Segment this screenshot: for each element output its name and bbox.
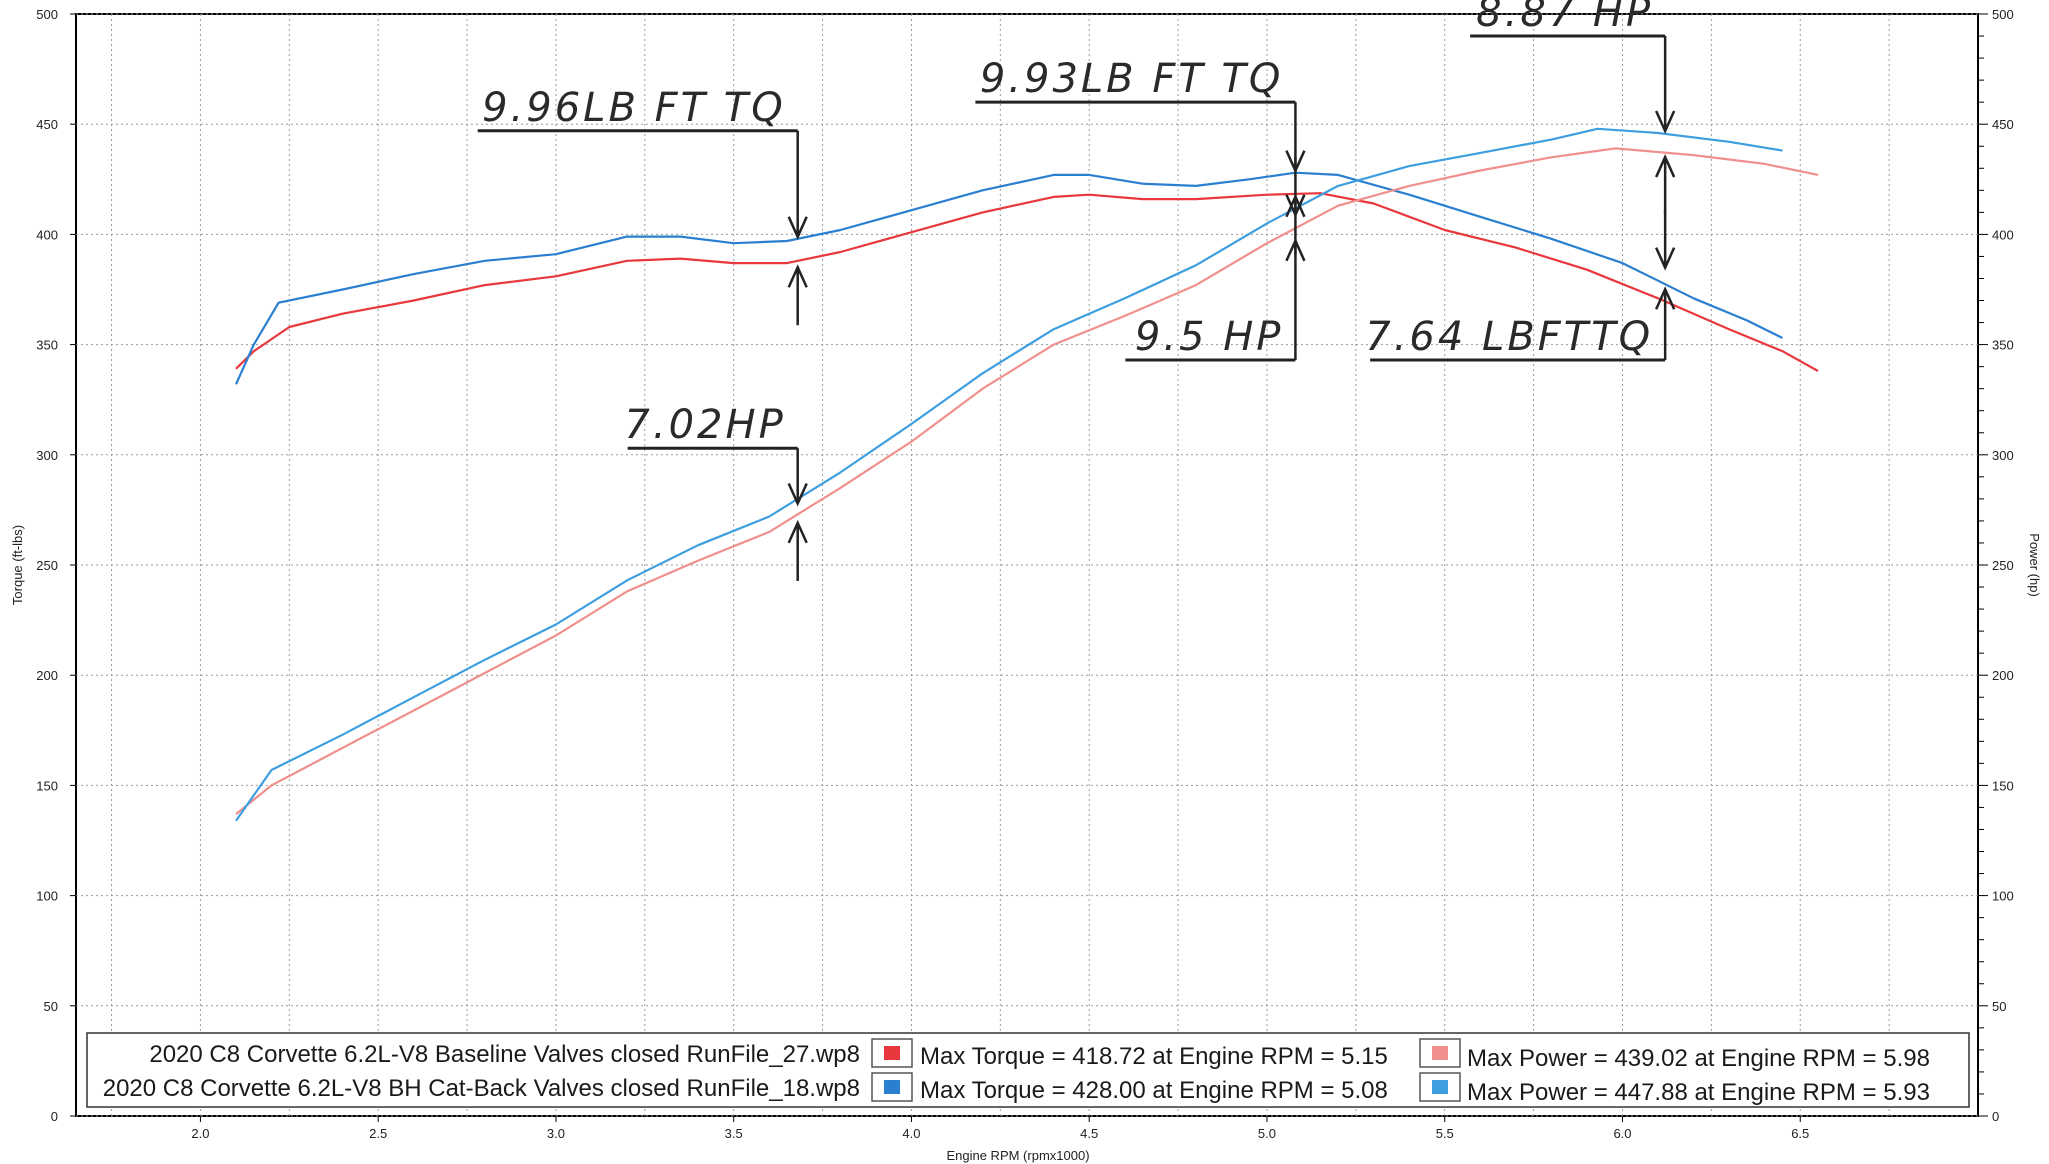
y-axis-left-label: Torque (ft-lbs): [10, 525, 25, 605]
y-axis-right-ticks: 0 50 100 150 200 250 300 350 400 450 500: [1978, 7, 2014, 1124]
y-axis-right-label: Power (hp): [2027, 533, 2042, 597]
legend-swatch-baseline-power-fill: [1432, 1046, 1448, 1060]
legend-max-power-bh: Max Power = 447.88 at Engine RPM = 5.93: [1467, 1079, 1930, 1106]
legend-swatch-bh-torque-fill: [884, 1080, 900, 1094]
annotation-arrow-up: [1655, 286, 1676, 310]
series-line-bh-cat-back-power: [235, 127, 1783, 822]
y-right-tick-label: 500: [1992, 7, 2014, 22]
y-left-tick-label: 100: [36, 889, 58, 904]
legend-max-torque-baseline: Max Torque = 418.72 at Engine RPM = 5.15: [920, 1043, 1388, 1070]
legend-swatch-bh-power-fill: [1432, 1080, 1448, 1094]
y-left-tick-label: 350: [36, 338, 58, 353]
y-left-tick-label: 300: [36, 448, 58, 463]
series-line-baseline-torque: [235, 192, 1819, 372]
legend-file-baseline: 2020 C8 Corvette 6.2L-V8 Baseline Valves…: [149, 1041, 860, 1068]
y-right-tick-label: 150: [1992, 778, 2014, 793]
annotation-text: 9.96LB FT TQ: [482, 85, 786, 131]
y-right-tick-label: 400: [1992, 227, 2014, 242]
y-left-tick-label: 150: [36, 778, 58, 793]
y-right-tick-label: 100: [1992, 889, 2014, 904]
y-left-tick-label: 0: [51, 1109, 58, 1124]
x-axis-ticks: 2.0 2.5 3.0 3.5 4.0 4.5 5.0 5.5 6.0 6.5: [191, 1116, 1809, 1141]
y-right-tick-label: 250: [1992, 558, 2014, 573]
series-line-baseline-power: [235, 147, 1819, 815]
legend-box: [86, 1032, 1970, 1108]
legend-max-power-baseline: Max Power = 439.02 at Engine RPM = 5.98: [1467, 1045, 1930, 1072]
y-axis-left-ticks: 0 50 100 150 200 250 300 350 400 450 500: [36, 7, 76, 1124]
annotation-arrow-up: [787, 264, 808, 288]
annotation-text: 9.5 HP: [1135, 314, 1284, 360]
legend-max-torque-bh: Max Torque = 428.00 at Engine RPM = 5.08: [920, 1077, 1388, 1104]
x-tick-label: 6.0: [1613, 1126, 1631, 1141]
y-left-tick-label: 250: [36, 558, 58, 573]
x-tick-label: 2.5: [369, 1126, 387, 1141]
annotation-text: 7.02HP: [624, 402, 785, 448]
legend: 2020 C8 Corvette 6.2L-V8 Baseline Valves…: [86, 1032, 1970, 1108]
x-tick-label: 2.0: [191, 1126, 209, 1141]
y-right-tick-label: 350: [1992, 338, 2014, 353]
y-left-tick-label: 50: [44, 999, 58, 1014]
y-left-tick-label: 400: [36, 227, 58, 242]
legend-swatch-baseline-power: [1419, 1038, 1461, 1068]
y-right-tick-label: 50: [1992, 999, 2006, 1014]
legend-swatch-baseline-torque-fill: [884, 1046, 900, 1060]
annotation-arrow-down: [1655, 110, 1676, 135]
x-tick-label: 4.0: [902, 1126, 920, 1141]
annotation-arrow-up: [1285, 237, 1306, 262]
y-right-tick-label: 0: [1992, 1109, 1999, 1124]
y-left-tick-label: 450: [36, 117, 58, 132]
y-right-tick-label: 300: [1992, 448, 2014, 463]
x-tick-label: 4.5: [1080, 1126, 1098, 1141]
x-tick-label: 5.0: [1258, 1126, 1276, 1141]
series-line-bh-cat-back-torque: [234, 171, 1783, 385]
annotation-text: 8.87 HP: [1476, 0, 1653, 36]
annotation-arrow-down: [787, 216, 808, 240]
y-left-tick-label: 200: [36, 668, 58, 683]
annotation-text: 7.64 LBFTTQ: [1365, 314, 1653, 360]
annotation-arrow-down: [787, 482, 808, 507]
handwritten-annotations: 9.96LB FT TQ 9.93LB FT TQ 8.87 HP 9.5 HP 7.6…: [477, 0, 1676, 581]
y-right-tick-label: 200: [1992, 668, 2014, 683]
legend-file-bh: 2020 C8 Corvette 6.2L-V8 BH Cat-Back Val…: [103, 1075, 860, 1102]
grid: [76, 13, 1978, 1117]
x-tick-label: 6.5: [1791, 1126, 1809, 1141]
y-right-tick-label: 450: [1992, 117, 2014, 132]
series-lines: [234, 127, 1819, 822]
annotation-arrow-up: [1655, 154, 1676, 178]
x-axis-label: Engine RPM (rpmx1000): [946, 1148, 1089, 1163]
y-left-tick-label: 500: [36, 7, 58, 22]
annotation-text: 9.93LB FT TQ: [980, 56, 1284, 102]
annotation-arrow-down: [1655, 247, 1676, 271]
annotation-arrow-down: [1285, 194, 1306, 218]
x-tick-label: 5.5: [1436, 1126, 1454, 1141]
x-tick-label: 3.0: [547, 1126, 565, 1141]
x-tick-label: 3.5: [725, 1126, 743, 1141]
annotation-arrow-up: [787, 519, 808, 544]
